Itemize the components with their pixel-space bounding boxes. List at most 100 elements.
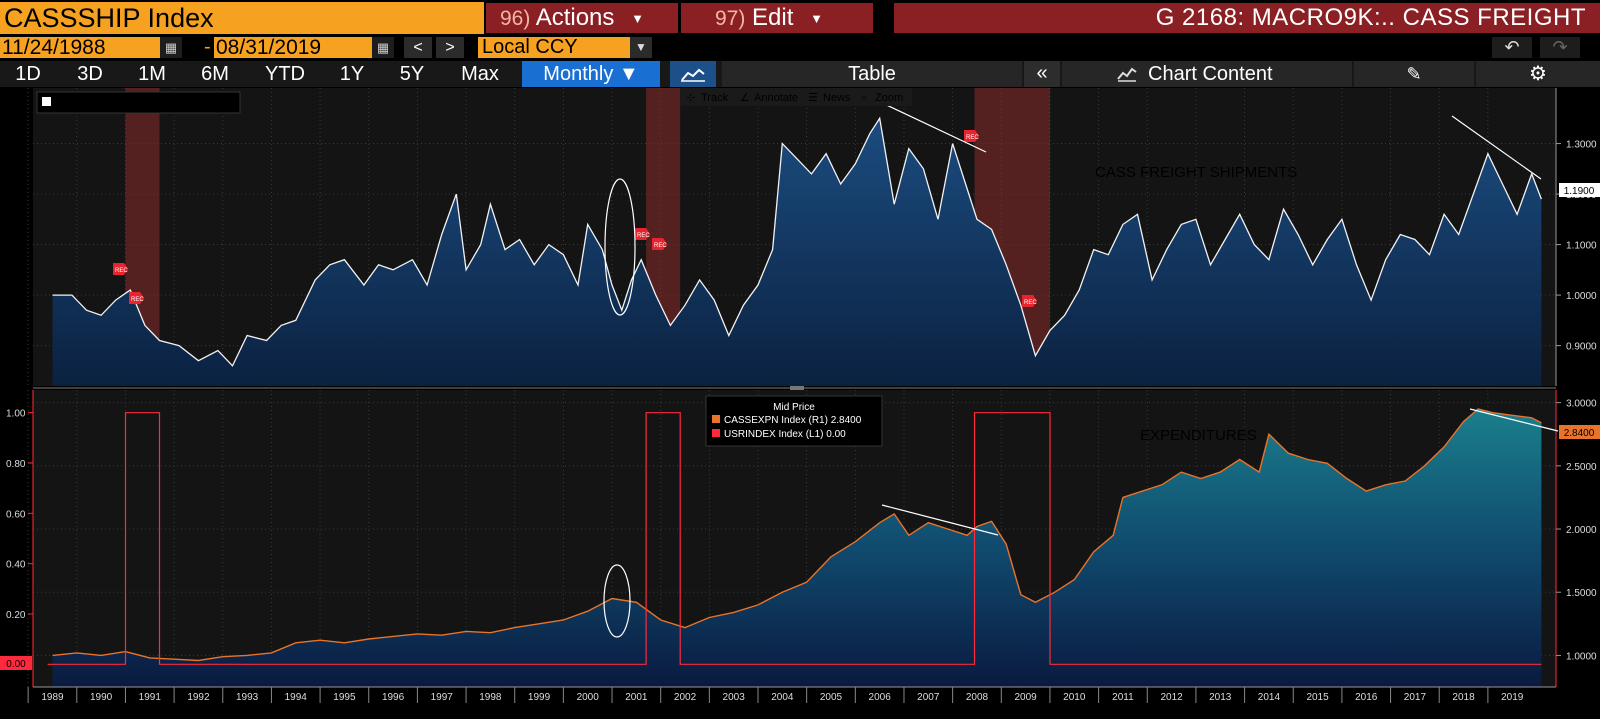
- triangle-down-icon: ▼: [618, 63, 639, 85]
- chevron-down-icon[interactable]: ▼: [630, 37, 652, 58]
- y-tick-label: 1.0000: [1566, 651, 1597, 662]
- calendar-icon[interactable]: ▦: [160, 37, 182, 58]
- table-button[interactable]: Table: [722, 61, 1022, 87]
- x-axis-ticks: 1989 1990 1991 1992 1993 1994 1995 1996 1997 1998…: [27, 687, 1524, 703]
- x-tick-label: 2009: [1015, 692, 1038, 703]
- rec-marker-label: REC: [966, 135, 979, 141]
- x-tick-label: 2004: [771, 692, 794, 703]
- upper-legend-box[interactable]: [36, 91, 241, 114]
- tab-3d[interactable]: 3D: [77, 63, 103, 85]
- rec-marker: REC: [1022, 295, 1037, 307]
- x-tick-label: 2007: [917, 692, 940, 703]
- tab-ytd[interactable]: YTD: [265, 63, 305, 85]
- x-tick-label: 2005: [820, 692, 843, 703]
- collapse-icon[interactable]: «: [1024, 61, 1060, 87]
- x-tick-label: 2014: [1258, 692, 1281, 703]
- trendline[interactable]: [877, 100, 987, 153]
- date-range-dash: -: [204, 36, 211, 58]
- x-tick-label: 1994: [285, 692, 308, 703]
- trendline[interactable]: [881, 504, 999, 536]
- chart-content-label: Chart Content: [1148, 63, 1273, 85]
- lower-legend-box[interactable]: [705, 395, 883, 447]
- last-value-tag: [1559, 183, 1600, 197]
- x-tick-label: 2016: [1355, 692, 1378, 703]
- tab-6m[interactable]: 6M: [201, 63, 229, 85]
- tab-1d[interactable]: 1D: [15, 63, 41, 85]
- x-tick-label: 1990: [90, 692, 113, 703]
- circle-annotation[interactable]: [603, 564, 631, 638]
- resize-handle[interactable]: [790, 385, 804, 390]
- x-tick-label: 2006: [869, 692, 892, 703]
- undo-icon[interactable]: ↶: [1492, 37, 1532, 58]
- y-tick-label: 0.40: [6, 560, 26, 571]
- ticker-field[interactable]: CASSSHIP Index: [0, 2, 484, 34]
- rec-marker: REC: [652, 238, 667, 250]
- last-value-expn: 2.8400: [1564, 428, 1595, 439]
- gear-icon[interactable]: ⚙: [1476, 61, 1600, 87]
- legend-swatch: [42, 97, 51, 106]
- lower-legend-usr: USRINDEX Index (L1) 0.00: [724, 429, 846, 440]
- last-value-usr: 0.00: [6, 659, 26, 670]
- last-value-tag: [0, 656, 32, 670]
- edit-pencil-icon[interactable]: ✎: [1354, 61, 1474, 87]
- trendline[interactable]: [1451, 115, 1542, 180]
- zoom-tool[interactable]: Zoom: [875, 92, 903, 104]
- currency-select[interactable]: Local CCY: [478, 37, 630, 58]
- actions-label: Actions: [535, 4, 615, 31]
- rec-marker-label: REC: [637, 233, 650, 239]
- y-tick-label: 0.9000: [1566, 342, 1597, 353]
- lower-legend-expn: CASSEXPN Index (R1) 2.8400: [724, 415, 862, 426]
- tab-1m[interactable]: 1M: [138, 63, 166, 85]
- x-tick-label: 2001: [625, 692, 648, 703]
- usrindex-line: [47, 412, 1542, 665]
- start-date-input[interactable]: 11/24/1988: [0, 37, 160, 58]
- next-arrow-button[interactable]: >: [436, 37, 464, 58]
- actions-menu[interactable]: 96) Actions ▼: [486, 3, 678, 33]
- shipments-annotation: CASS FREIGHT SHIPMENTS: [1095, 164, 1297, 181]
- rec-marker: REC: [129, 292, 144, 304]
- tab-5y[interactable]: 5Y: [399, 63, 425, 85]
- news-tool[interactable]: News: [823, 92, 851, 104]
- shipments-area: [52, 118, 1542, 387]
- edit-label: Edit: [752, 4, 794, 31]
- last-value-tag: [1559, 425, 1600, 439]
- tab-max[interactable]: Max: [461, 63, 499, 85]
- circle-annotation[interactable]: [604, 178, 636, 316]
- calendar-icon[interactable]: ▦: [372, 37, 394, 58]
- rec-marker: REC: [964, 130, 979, 142]
- last-value-upper: 1.1900: [1564, 186, 1595, 197]
- tab-1y[interactable]: 1Y: [339, 63, 365, 85]
- expenditures-area: [52, 409, 1542, 687]
- y-tick-label: 0.60: [6, 509, 26, 520]
- edit-menu[interactable]: 97) Edit ▼: [681, 3, 873, 33]
- lower-right-y-ticks: 3.0000 2.5000 2.0000 1.5000 1.0000: [1556, 399, 1597, 662]
- frequency-select[interactable]: Monthly ▼: [522, 61, 660, 87]
- x-tick-label: 2010: [1063, 692, 1086, 703]
- trend-annotations[interactable]: [603, 100, 1559, 638]
- annotate-tool[interactable]: Annotate: [754, 92, 798, 104]
- lower-left-y-ticks: 1.00 0.80 0.60 0.40 0.20: [6, 409, 33, 621]
- chart-tools-strip: [680, 88, 912, 106]
- x-tick-label: 1999: [528, 692, 551, 703]
- x-tick-label: 2003: [723, 692, 746, 703]
- rec-marker-label: REC: [654, 243, 667, 249]
- y-tick-label: 1.3000: [1566, 140, 1597, 151]
- end-date-input[interactable]: 08/31/2019: [214, 37, 372, 58]
- previous-arrow-button[interactable]: <: [404, 37, 432, 58]
- frequency-label: Monthly: [543, 63, 614, 85]
- annotate-icon: ∠: [740, 92, 750, 104]
- x-tick-label: 2012: [1160, 692, 1183, 703]
- x-tick-label: 2000: [577, 692, 600, 703]
- y-tick-label: 1.1000: [1566, 241, 1597, 252]
- redo-icon[interactable]: ↷: [1540, 37, 1580, 58]
- track-icon: ⊹: [686, 92, 695, 104]
- line-chart-icon[interactable]: [670, 61, 716, 87]
- rec-marker: REC: [113, 263, 128, 275]
- lower-legend-title: Mid Price: [773, 402, 815, 413]
- track-tool[interactable]: Track: [701, 92, 729, 104]
- chart-content-button[interactable]: Chart Content: [1062, 61, 1352, 87]
- news-icon: ☰: [808, 92, 818, 104]
- trendline[interactable]: [1469, 408, 1559, 432]
- y-tick-label: 0.20: [6, 610, 26, 621]
